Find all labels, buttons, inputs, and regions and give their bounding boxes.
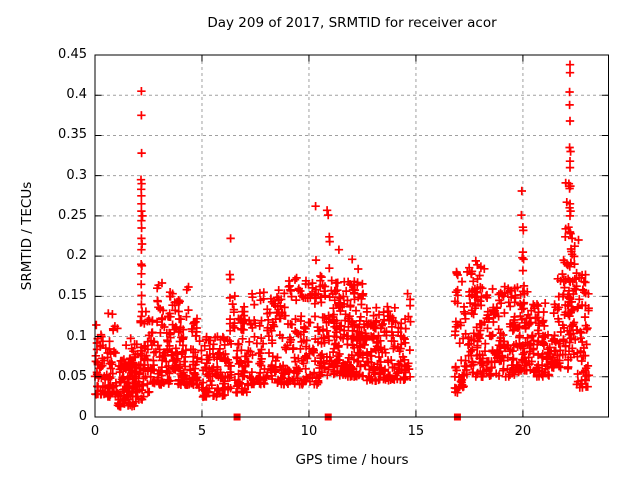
y-tick-label: 0.15 [58,288,87,304]
x-tick-label: 20 [514,424,532,439]
y-tick-label: 0.3 [66,167,87,183]
y-tick-label: 0 [78,409,87,424]
y-tick-label: 0.35 [58,127,87,143]
y-tick-label: 0.05 [58,368,87,384]
y-tick-label: 0.4 [66,87,87,103]
x-tick-label: 10 [300,424,318,439]
x-axis-title: GPS time / hours [295,452,409,468]
x-tick-label: 15 [407,424,425,439]
y-tick-label: 0.45 [58,47,87,62]
y-tick-label: 0.1 [66,328,87,344]
scatter-plus-markers [90,60,594,411]
x-tick-label: 0 [90,424,100,439]
y-tick-label: 0.25 [58,207,87,223]
y-tick-label: 0.2 [66,248,87,264]
chart-title: Day 209 of 2017, SRMTID for receiver aco… [207,15,497,31]
x-tick-label: 5 [197,424,207,439]
